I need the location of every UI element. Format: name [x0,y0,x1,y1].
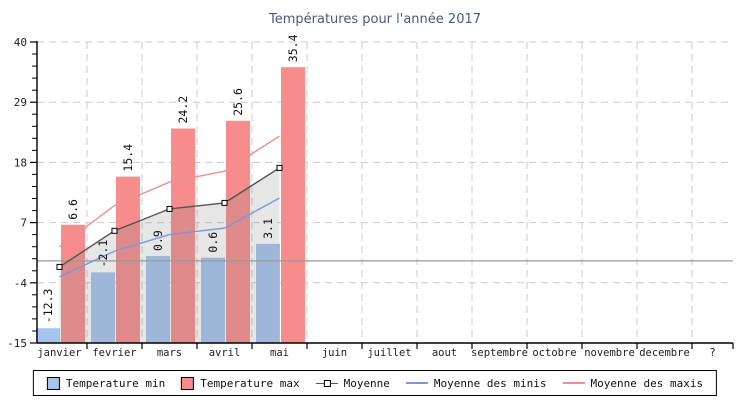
moyenne-point-marker [166,205,173,212]
x-category-label: avril [209,347,241,359]
moyenne-point-marker [56,263,63,270]
bar-value-label: 6.6 [66,199,80,220]
moyenne-point-marker [276,164,283,171]
x-category-label: octobre [532,347,576,359]
temperature-min-swatch-icon [46,376,60,390]
legend-label: Moyenne des maxis [590,376,704,390]
x-category-label: janvier [37,347,81,359]
bar-value-label: 0.9 [151,230,165,251]
y-tick-label: 29 [14,96,27,109]
legend-item-moyenne-des-maxis[interactable]: Moyenne des maxis [562,376,704,390]
bar-value-label: 3.1 [261,218,275,239]
x-category-label: juin [322,347,347,359]
bar-temperature-max [61,224,85,343]
legend-label: Temperature min [65,376,166,390]
bar-temperature-min [91,272,115,343]
y-tick-label: 7 [20,217,27,230]
legend-label: Moyenne des minis [433,376,547,390]
moyenne-des-maxis-line-icon [562,382,585,384]
y-tick-label: -15 [7,337,27,350]
x-category-label: mars [157,347,182,359]
moyenne-point-marker [221,199,228,206]
bar-value-label: 0.6 [206,232,220,253]
x-category-label: fevrier [92,347,136,359]
legend-label: Moyenne [343,376,390,390]
x-category-label: decembre [639,347,690,359]
bar-value-label: 25.6 [231,88,245,116]
bar-value-label: 24.2 [176,96,190,124]
bar-temperature-min [36,328,60,343]
x-category-label: aout [432,347,457,359]
bar-temperature-max [116,176,140,343]
legend-item-moyenne-des-minis[interactable]: Moyenne des minis [405,376,547,390]
legend-item-temperature-max[interactable]: Temperature max [181,376,300,390]
bar-value-label: -12.3 [41,289,55,324]
x-category-label: mai [270,347,289,359]
bar-temperature-max [281,67,305,343]
temperature-max-swatch-icon [181,376,195,390]
moyenne-des-minis-line [59,197,280,278]
bar-temperature-min [201,257,225,343]
moyenne-des-minis-line-icon [405,382,428,384]
moyenne-area-fill [59,167,280,343]
bar-value-label: -2.1 [96,240,110,268]
y-tick-label: 40 [14,36,27,49]
bar-value-label: 15.4 [121,144,135,172]
bar-temperature-max [171,128,195,343]
y-tick-label: -4 [14,277,28,290]
chart-legend: Temperature min Temperature max Moyenne … [32,370,718,396]
x-category-label: ? [709,347,715,359]
legend-label: Temperature max [200,376,300,390]
legend-item-temperature-min[interactable]: Temperature min [46,376,166,390]
x-category-label: juillet [367,347,411,359]
x-category-label: septembre [471,347,528,359]
x-category-label: novembre [584,347,635,359]
moyenne-point-marker [111,227,118,234]
moyenne-marker-icon [315,379,338,388]
moyenne-des-maxis-line [59,135,280,248]
legend-item-moyenne[interactable]: Moyenne [315,376,390,390]
y-tick-label: 18 [14,156,27,169]
chart-title: Températures pour l'année 2017 [268,12,482,27]
bar-temperature-min [146,256,170,343]
bar-value-label: 35.4 [286,34,300,62]
